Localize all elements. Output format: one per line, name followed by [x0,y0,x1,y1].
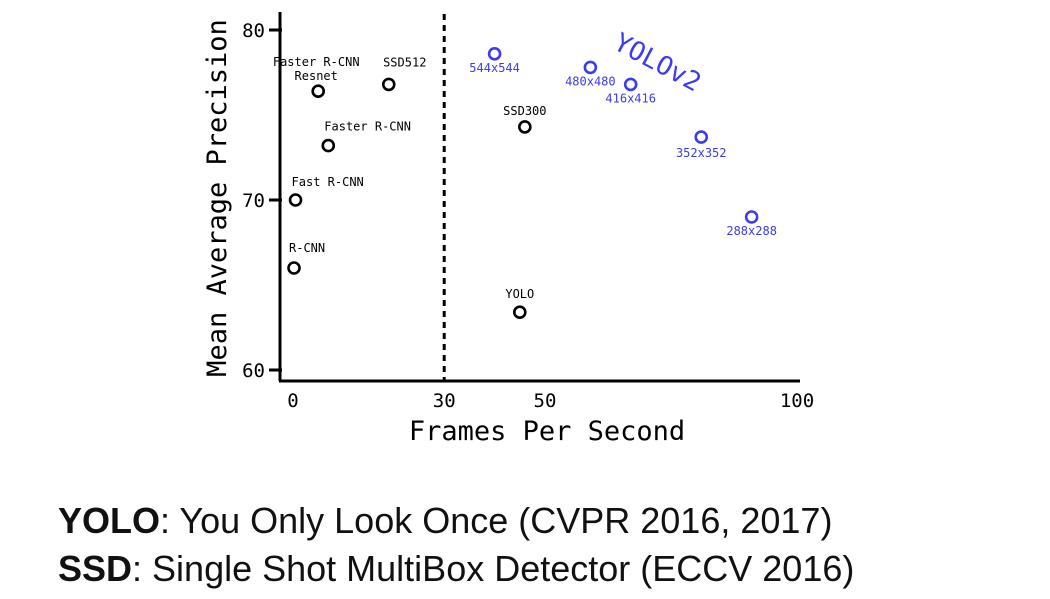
point-label-ssd300: SSD300 [503,104,546,118]
x-axis-title: Frames Per Second [409,416,685,447]
point-label-352x352: 352x352 [676,146,727,160]
axes [278,12,800,383]
point-label-544x544: 544x544 [469,61,520,75]
point-label-480x480: 480x480 [565,74,616,88]
point-faster-r-cnn [321,138,336,153]
point-label-yolo: YOLO [505,287,534,301]
point-label-r-cnn: R-CNN [289,241,325,255]
point-ssd512 [381,77,396,92]
y-tick-label: 70 [242,190,265,212]
point-label-faster-r-cnn-resnet: Faster R-CNN [273,55,360,69]
x-tick-label: 0 [287,390,298,412]
point-544x544 [487,46,502,61]
caption-ssd-term: SSD [58,548,133,589]
point-416x416 [623,77,638,92]
x-tick-label: 30 [433,390,456,412]
caption-yolo: YOLO: You Only Look Once (CVPR 2016, 201… [58,500,832,542]
chart: 60 70 80 0 30 50 100 R-CNN Fast R-CNN Faster R-C… [202,12,814,447]
point-label-fast-r-cnn: Fast R-CNN [292,175,364,189]
ticks: 60 70 80 0 30 50 100 [242,20,814,412]
point-label-faster-r-cnn: Faster R-CNN [324,120,411,134]
point-label-416x416: 416x416 [605,91,656,105]
x-tick-label: 50 [534,390,557,412]
point-label-ssd512: SSD512 [383,55,426,69]
x-tick-label: 100 [780,390,814,412]
point-faster-r-cnn-resnet [311,84,326,98]
caption-ssd: SSD: Single Shot MultiBox Detector (ECCV… [58,548,854,590]
caption-ssd-text: : Single Shot MultiBox Detector (ECCV 20… [132,548,855,589]
point-352x352 [694,130,709,144]
point-r-cnn [287,261,301,275]
caption-yolo-text: : You Only Look Once (CVPR 2016, 2017) [160,500,833,541]
point-yolo [512,305,527,320]
point-label-288x288: 288x288 [726,224,777,238]
y-tick-label: 60 [242,360,265,382]
y-tick-label: 80 [242,20,265,42]
point-ssd300 [518,120,532,134]
y-axis-title: Mean Average Precision [202,19,233,377]
point-288x288 [744,210,759,224]
point-480x480 [583,60,598,75]
series-label-yolov2: YOLOv2 [609,28,706,99]
caption-yolo-term: YOLO [58,500,161,541]
point-fast-r-cnn [288,193,303,207]
point-label-faster-r-cnn-resnet: Resnet [295,69,338,83]
